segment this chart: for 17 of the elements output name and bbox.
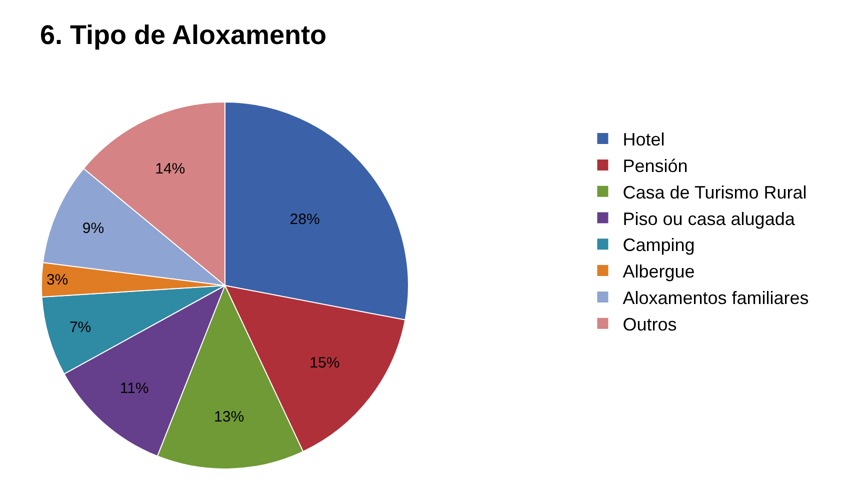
data-label: 28%: [290, 210, 320, 228]
legend-label: Casa de Turismo Rural: [622, 182, 807, 202]
legend-label: Albergue: [622, 262, 695, 282]
data-label: 14%: [155, 160, 186, 178]
chart-title: 6. Tipo de Aloxamento: [40, 20, 326, 50]
data-label: 11%: [120, 380, 149, 397]
legend-label: Piso ou casa alugada: [622, 208, 796, 229]
legend-label: Camping: [622, 235, 695, 256]
legend-label: Outros: [622, 314, 677, 334]
legend-label: Hotel: [622, 130, 665, 150]
data-label: 7%: [69, 319, 92, 336]
data-label: 9%: [82, 220, 104, 238]
data-label: 3%: [46, 272, 68, 289]
data-label: 13%: [214, 408, 244, 426]
legend-label: Pensión: [622, 156, 688, 176]
data-label: 15%: [310, 354, 340, 372]
legend-label: Aloxamentos familiares: [622, 288, 809, 308]
